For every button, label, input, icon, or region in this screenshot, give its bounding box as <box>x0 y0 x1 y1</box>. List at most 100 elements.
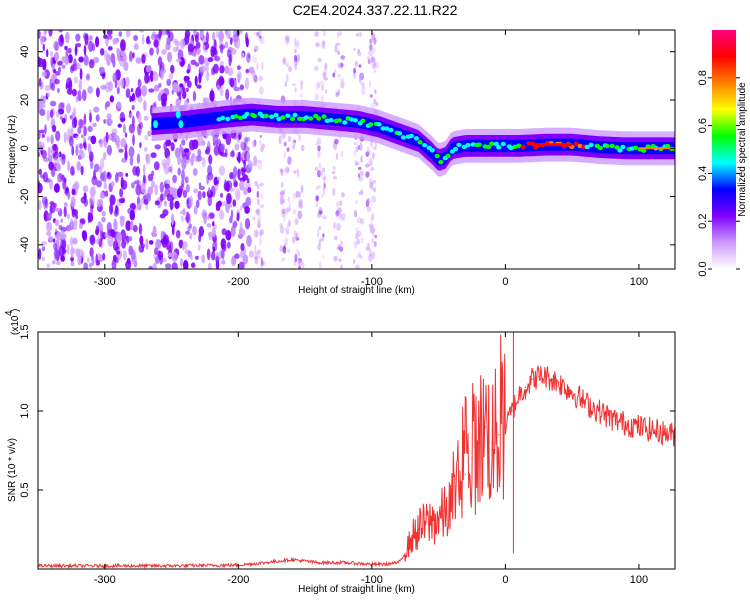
noise-blob <box>229 77 235 88</box>
noise-blob <box>225 230 232 241</box>
noise-blob <box>64 188 68 195</box>
noise-blob <box>257 161 263 170</box>
noise-blob <box>231 256 236 267</box>
noise-blob <box>255 208 260 215</box>
noise-blob <box>359 143 363 151</box>
noise-blob <box>132 166 138 176</box>
noise-blob <box>183 82 187 88</box>
noise-blob <box>293 58 296 67</box>
noise-blob <box>286 63 289 67</box>
noise-blob <box>92 122 97 127</box>
noise-blob <box>135 184 142 196</box>
noise-blob <box>322 254 325 259</box>
noise-blob <box>317 170 321 178</box>
snr-data-point <box>551 378 553 380</box>
noise-blob <box>282 213 286 222</box>
noise-blob <box>197 148 202 157</box>
noise-blob <box>317 229 320 238</box>
noise-blob <box>179 209 186 215</box>
noise-blob <box>179 83 184 88</box>
noise-blob <box>253 156 258 164</box>
noise-blob <box>85 74 90 80</box>
noise-blob <box>90 135 97 145</box>
noise-blob <box>353 149 356 157</box>
noise-blob <box>44 124 47 135</box>
noise-blob <box>56 260 61 266</box>
noise-blob <box>65 31 70 44</box>
noise-blob <box>293 260 297 266</box>
noise-blob <box>372 47 376 53</box>
ridge-core <box>316 116 322 121</box>
noise-blob <box>61 64 66 69</box>
noise-blob <box>161 257 167 263</box>
noise-blob <box>160 193 164 203</box>
noise-blob <box>104 190 109 197</box>
noise-blob <box>322 186 326 195</box>
noise-blob <box>120 78 125 89</box>
noise-blob <box>299 93 304 98</box>
noise-blob <box>133 35 139 41</box>
noise-blob <box>334 44 338 54</box>
noise-blob <box>95 114 100 122</box>
noise-blob <box>83 262 89 269</box>
noise-blob <box>341 213 346 221</box>
noise-blob <box>47 146 51 157</box>
noise-blob <box>237 65 241 71</box>
x-axis-label: Height of straight line (km) <box>298 584 415 595</box>
noise-blob <box>298 134 302 142</box>
snr-data-point <box>538 375 540 377</box>
noise-blob <box>121 239 126 249</box>
snr-data-point <box>451 505 453 507</box>
noise-blob <box>106 113 112 120</box>
noise-blob <box>185 87 190 93</box>
ridge-core <box>388 127 394 133</box>
y-tick-label: 1.5 <box>19 324 31 339</box>
noise-blob <box>205 65 209 72</box>
snr-data-point <box>524 386 527 388</box>
noise-blob <box>259 35 262 39</box>
noise-blob <box>297 260 301 266</box>
noise-blob <box>238 227 243 238</box>
noise-blob <box>212 221 215 227</box>
noise-blob <box>293 139 297 144</box>
noise-blob <box>119 188 124 198</box>
noise-blob <box>214 56 221 62</box>
x-tick-label: -300 <box>94 276 116 288</box>
noise-blob <box>192 30 197 36</box>
noise-blob <box>298 265 302 269</box>
noise-blob <box>79 68 83 80</box>
noise-blob <box>42 95 46 103</box>
noise-blob <box>335 42 341 46</box>
noise-blob <box>245 196 252 207</box>
noise-blob <box>171 225 175 236</box>
noise-blob <box>293 169 298 173</box>
noise-blob <box>238 261 245 269</box>
noise-blob <box>355 232 359 240</box>
noise-blob <box>236 212 240 222</box>
noise-blob <box>41 256 46 262</box>
noise-blob <box>109 95 115 103</box>
noise-blob <box>318 162 322 170</box>
noise-blob <box>249 250 254 258</box>
noise-blob <box>109 119 113 125</box>
noise-blob <box>102 151 107 161</box>
noise-blob <box>195 255 199 260</box>
noise-blob <box>336 246 341 250</box>
noise-blob <box>213 145 220 156</box>
noise-blob <box>259 237 262 246</box>
noise-blob <box>368 254 373 263</box>
noise-blob <box>43 30 48 34</box>
noise-blob <box>71 145 75 156</box>
noise-blob <box>49 109 54 119</box>
noise-blob <box>373 98 377 104</box>
y-tick-label: 0 <box>19 145 31 151</box>
ridge-core <box>577 143 583 149</box>
noise-blob <box>258 75 264 82</box>
noise-blob <box>89 234 96 246</box>
noise-blob <box>38 182 43 194</box>
noise-blob <box>294 62 297 71</box>
noise-blob <box>78 56 84 63</box>
noise-blob <box>297 201 302 206</box>
noise-blob <box>68 54 73 64</box>
y-tick-label: 0.5 <box>19 482 31 497</box>
